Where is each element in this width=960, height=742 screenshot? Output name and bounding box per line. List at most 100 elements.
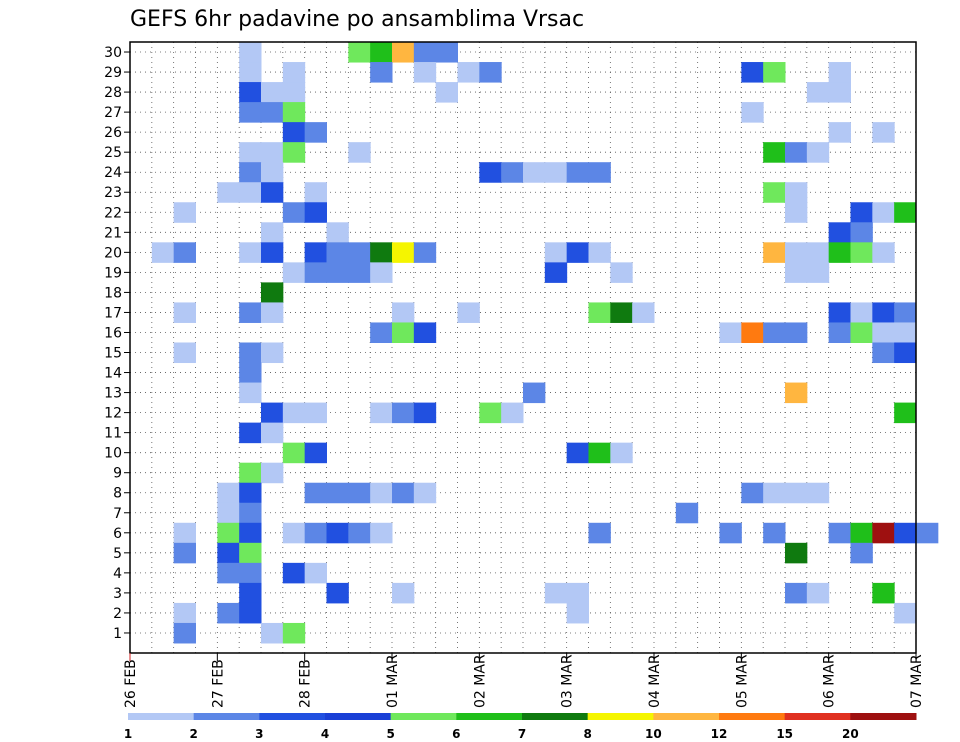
- y-tick-label: 4: [113, 566, 122, 582]
- precip-cell: [785, 262, 808, 283]
- precip-cell: [304, 442, 327, 464]
- precip-cell: [304, 262, 327, 283]
- precip-cell: [501, 162, 524, 183]
- precip-cell: [261, 462, 284, 484]
- precip-cell: [173, 602, 196, 624]
- precip-cell: [392, 42, 415, 63]
- precip-cell: [828, 302, 851, 323]
- precip-cell: [544, 162, 568, 183]
- y-tick-label: 17: [104, 305, 122, 321]
- y-tick-label: 29: [104, 65, 122, 81]
- precip-cell: [239, 242, 262, 263]
- precip-cell: [785, 542, 808, 564]
- precip-cell: [719, 322, 742, 343]
- colorbar-tick-label: 5: [386, 727, 394, 741]
- precip-cell: [763, 322, 786, 343]
- precip-cell: [239, 482, 262, 504]
- precip-cell: [413, 322, 437, 343]
- precip-cell: [806, 82, 830, 103]
- precip-cell: [785, 242, 808, 263]
- chart-title: GEFS 6hr padavine po ansamblima Vrsac: [130, 7, 584, 32]
- precip-cell: [850, 222, 873, 243]
- precip-cell: [741, 102, 764, 123]
- colorbar-swatch: [259, 713, 326, 720]
- colorbar: 1 2 3 4 5 6 7 8 10 12 15 20: [124, 713, 917, 741]
- precip-cell: [370, 242, 393, 263]
- precip-cell: [544, 262, 568, 283]
- precip-cell: [828, 222, 851, 243]
- precip-cell: [457, 302, 480, 323]
- colorbar-swatch: [128, 713, 195, 720]
- colorbar-tick-label: 10: [645, 727, 662, 741]
- colorbar-swatch: [850, 713, 917, 720]
- precip-cell: [370, 62, 393, 83]
- precip-cell: [348, 262, 371, 283]
- y-tick-label: 21: [104, 225, 122, 241]
- precip-cell: [217, 602, 240, 624]
- precip-cell: [566, 442, 589, 464]
- y-tick-label: 18: [104, 285, 122, 301]
- precip-cell: [785, 482, 808, 504]
- y-tick-label: 11: [104, 426, 122, 442]
- precip-cell: [544, 582, 568, 604]
- colorbar-tick-label: 7: [518, 727, 526, 741]
- precip-cell: [217, 482, 240, 504]
- precip-cell: [304, 562, 327, 584]
- precip-cell: [282, 402, 306, 424]
- precip-cell: [763, 182, 786, 203]
- precip-cell: [217, 522, 240, 544]
- precip-cell: [806, 482, 830, 504]
- colorbar-tick-label: 15: [776, 727, 793, 741]
- y-tick-label: 5: [113, 546, 122, 562]
- precip-cell: [785, 322, 808, 343]
- precip-cell: [304, 202, 327, 223]
- y-tick-label: 22: [104, 205, 122, 221]
- precip-cell: [588, 522, 611, 544]
- precip-cell: [261, 402, 284, 424]
- precip-cell: [239, 302, 262, 323]
- precip-cell: [806, 262, 830, 283]
- precip-cell: [741, 482, 764, 504]
- precip-cell: [239, 462, 262, 484]
- precip-cell: [785, 182, 808, 203]
- precip-cell: [479, 402, 502, 424]
- precip-cell: [173, 302, 196, 323]
- precip-cell: [828, 242, 851, 263]
- precip-cell: [413, 402, 437, 424]
- y-tick-label: 8: [113, 486, 122, 502]
- precip-cell: [239, 162, 262, 183]
- precip-cell: [239, 422, 262, 444]
- precip-cell: [261, 162, 284, 183]
- precip-cell: [872, 242, 895, 263]
- precip-cell: [392, 482, 415, 504]
- x-tick-label: 06 MAR: [822, 654, 838, 708]
- precip-cell: [173, 342, 196, 364]
- x-tick-label: 05 MAR: [734, 654, 750, 708]
- precip-cell: [282, 62, 306, 83]
- precip-cell: [326, 482, 349, 504]
- y-tick-label: 10: [104, 446, 122, 462]
- precip-cell: [239, 582, 262, 604]
- precip-cell: [850, 542, 873, 564]
- y-tick-label: 7: [113, 506, 122, 522]
- precip-cell: [806, 582, 830, 604]
- precip-cell: [523, 162, 546, 183]
- precip-cell: [588, 442, 611, 464]
- colorbar-tick-label: 1: [124, 727, 132, 741]
- precip-cell: [217, 502, 240, 524]
- precip-cell: [217, 182, 240, 203]
- precip-cell: [850, 302, 873, 323]
- x-tick-label: 02 MAR: [472, 654, 488, 708]
- x-axis: 26 FEB 27 FEB 28 FEB 01 MAR 02 MAR 03 MAR 04 M…: [123, 653, 925, 708]
- y-tick-label: 9: [113, 466, 122, 482]
- precip-cell: [806, 242, 830, 263]
- colorbar-swatch: [390, 713, 457, 720]
- precip-cell: [632, 302, 655, 323]
- precip-cell: [239, 62, 262, 83]
- precip-cell: [435, 82, 458, 103]
- precip-cell: [566, 242, 589, 263]
- y-tick-label: 24: [104, 165, 122, 181]
- precip-cell: [894, 342, 917, 364]
- precip-cell: [523, 382, 546, 404]
